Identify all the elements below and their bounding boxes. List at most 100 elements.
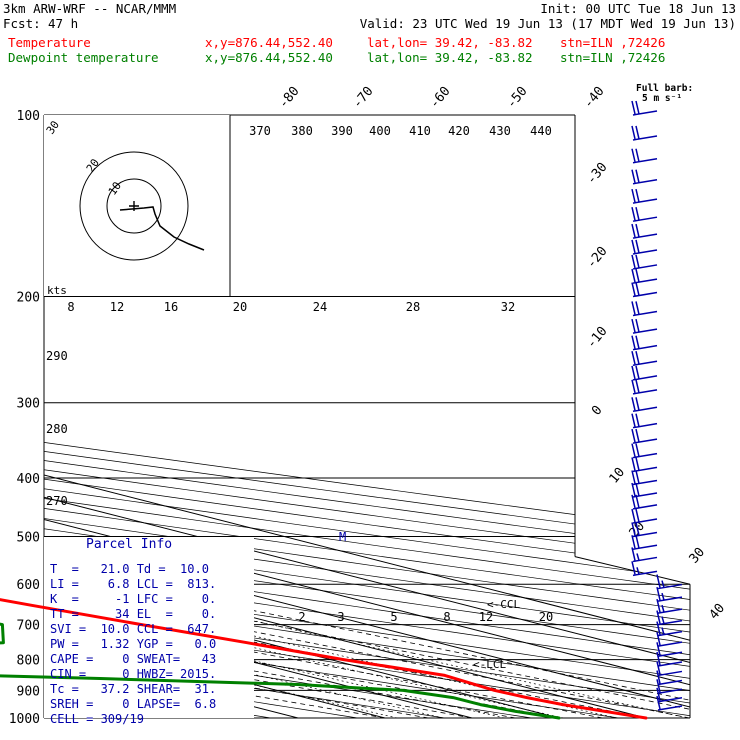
forecast-hour: 47 h [48, 16, 79, 31]
wind-barb [656, 598, 683, 614]
wind-barb-flag [631, 351, 636, 365]
wind-barb-flag [635, 125, 640, 140]
theta-e-label: 400 [369, 124, 391, 138]
barb-legend: Full barb: 5 m s⁻¹ [636, 84, 693, 104]
wind-barb-staff [632, 570, 658, 577]
legend-dewpoint-latlon: lat,lon= 39.42, -83.82 [367, 50, 533, 65]
wind-barb [631, 351, 658, 366]
wind-barb-staff [657, 661, 683, 667]
hodograph-ring-label: 30 [44, 118, 62, 136]
theta-e-label: 370 [249, 124, 271, 138]
header-block: 3km ARW-WRF -- NCAR/MMM Init: 00 UTC Tue… [0, 0, 740, 70]
wind-barb-staff [632, 360, 658, 366]
wind-barb-staff [632, 531, 658, 538]
wind-barb-flag [631, 428, 636, 443]
wind-barb-flag [635, 379, 640, 393]
hodograph-trace [119, 206, 205, 251]
isotherm-label: -50 [504, 84, 531, 112]
wind-barb [656, 586, 683, 602]
speed-scale-label: 32 [501, 300, 515, 314]
theta-label: 290 [46, 349, 68, 363]
wind-barb-staff [632, 110, 658, 116]
dry-adiabat [44, 115, 690, 718]
wind-barb-staff [632, 158, 658, 164]
wind-barb-flag [631, 508, 636, 523]
wind-barb-flag [635, 443, 640, 457]
hodograph-ring-label: 20 [84, 156, 102, 174]
hodograph-ring-label: 10 [106, 179, 124, 197]
theta-e-label: 430 [489, 124, 511, 138]
isotherm-label: 30 [687, 545, 709, 567]
barb-legend-line1: Full barb: [636, 83, 694, 94]
isotherm-label: -80 [276, 84, 303, 112]
wind-barb-flag [656, 621, 661, 635]
wind-barb-staff [632, 389, 658, 395]
wind-barb [631, 301, 658, 317]
wind-barbs [631, 100, 683, 711]
isotherm-line [44, 115, 690, 718]
wind-barb-half [636, 567, 640, 575]
wind-barb [631, 148, 658, 164]
wind-barb [656, 661, 683, 677]
wind-barb [631, 470, 658, 486]
wind-barb-staff [632, 178, 658, 185]
mixing-ratio-label: 2 [298, 610, 305, 624]
model-title: 3km ARW-WRF -- NCAR/MMM [3, 1, 177, 16]
isotherm-line [44, 115, 690, 718]
wind-barb-staff [632, 544, 658, 550]
wind-barb [656, 621, 683, 637]
wind-barb-flag [631, 318, 636, 333]
wind-barb [656, 695, 683, 711]
pressure-tick-label: 200 [17, 291, 40, 306]
wind-barb [631, 535, 658, 550]
wind-barb-flag [631, 254, 636, 269]
parcel-info-box [44, 537, 254, 718]
wind-barb-flag [635, 268, 640, 283]
forecast-label: Fcst: [3, 16, 41, 31]
mixing-ratio-label: 12 [479, 610, 493, 624]
wind-barb-flag [635, 508, 640, 523]
wind-barb-staff [632, 518, 658, 524]
wind-barb-flag [656, 642, 661, 656]
wind-barb-flag [635, 207, 640, 221]
wind-barb-flag [635, 351, 640, 365]
theta-e-label: 380 [291, 124, 313, 138]
moist-adiabat [44, 296, 603, 718]
wind-barb-flag [656, 679, 661, 693]
pressure-tick-label: 300 [17, 397, 40, 412]
wind-barb-flag [635, 282, 640, 296]
wind-barb-flag [631, 100, 636, 115]
wind-barb [631, 223, 658, 239]
parcel-row: TT = 34 EL = 0. [50, 607, 217, 621]
legend-dewpoint-station: stn=ILN ,72426 [560, 50, 666, 65]
wind-barb-staff [632, 216, 658, 222]
wind-barb [631, 169, 658, 185]
wind-barb-staff [632, 328, 658, 334]
isotherm-label: 0 [589, 403, 606, 419]
wind-barb-staff [657, 705, 683, 711]
level-marker: M [339, 530, 346, 544]
wind-barb [631, 443, 658, 459]
wind-barb [631, 428, 658, 444]
speed-scale-label: 20 [233, 300, 247, 314]
wind-barb [656, 687, 683, 703]
wind-barb-flag [656, 631, 661, 646]
mixing-ratio-label: 3 [337, 610, 344, 624]
pressure-tick-label: 400 [17, 472, 40, 487]
wind-barb-flag [631, 282, 636, 296]
wind-barb [631, 482, 658, 498]
wind-barb-flag [631, 188, 636, 203]
wind-barb-staff [632, 344, 658, 351]
pressure-tick-label: 900 [17, 684, 40, 699]
wind-barb-flag [635, 169, 640, 183]
parcel-row: Tc = 37.2 SHEAR= 31. [50, 682, 217, 696]
wind-barb [656, 642, 683, 658]
wind-barb-staff [657, 583, 683, 590]
wind-barb-flag [631, 239, 636, 254]
wind-barb [631, 413, 658, 429]
wind-barb-staff [632, 504, 658, 510]
wind-barb-flag [631, 413, 636, 427]
speed-scale-label: 12 [110, 300, 124, 314]
